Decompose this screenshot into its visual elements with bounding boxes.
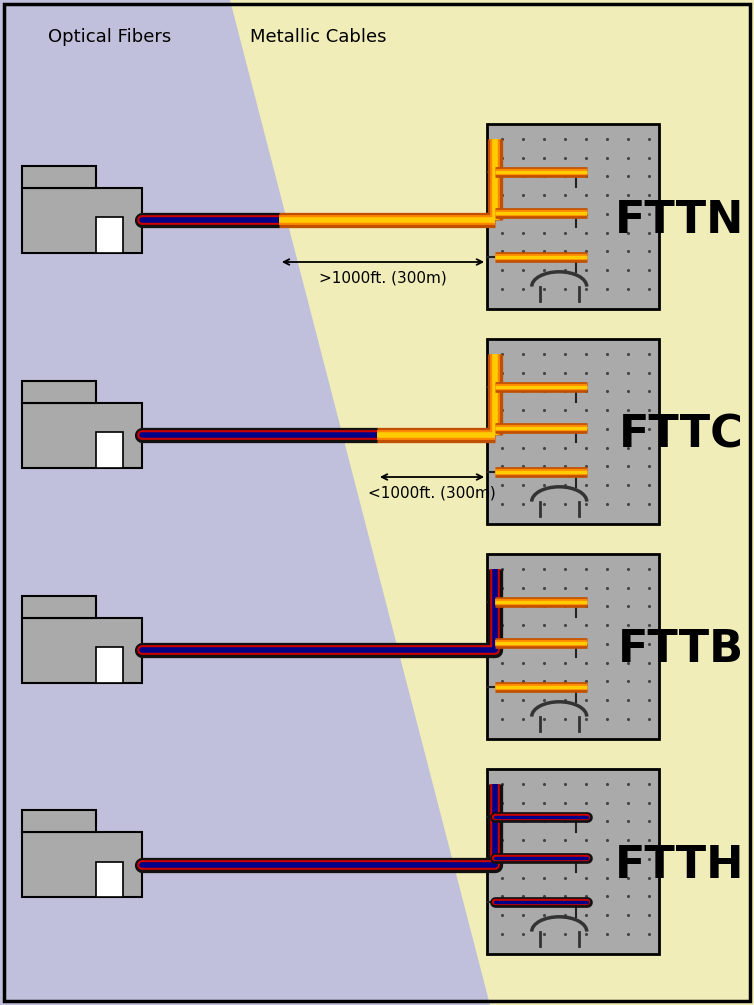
Bar bbox=[97, 432, 123, 467]
Bar bbox=[22, 617, 142, 682]
Bar bbox=[22, 596, 97, 617]
Text: <1000ft. (300m): <1000ft. (300m) bbox=[368, 485, 496, 500]
Bar bbox=[22, 402, 142, 467]
Bar bbox=[22, 832, 142, 897]
Bar bbox=[487, 339, 659, 524]
Bar bbox=[22, 381, 97, 402]
Bar bbox=[97, 217, 123, 252]
Bar bbox=[97, 861, 123, 897]
Bar bbox=[22, 810, 97, 832]
Text: FTTC: FTTC bbox=[619, 413, 744, 456]
Bar bbox=[487, 769, 659, 954]
Text: Metallic Cables: Metallic Cables bbox=[250, 28, 387, 46]
Polygon shape bbox=[230, 0, 754, 1005]
Bar bbox=[97, 647, 123, 682]
Text: >1000ft. (300m): >1000ft. (300m) bbox=[319, 270, 447, 285]
Bar bbox=[22, 188, 142, 252]
Bar bbox=[487, 124, 659, 309]
Text: FTTN: FTTN bbox=[615, 199, 744, 241]
Text: FTTB: FTTB bbox=[618, 628, 744, 671]
Bar bbox=[487, 554, 659, 739]
Bar bbox=[22, 166, 97, 188]
Text: FTTH: FTTH bbox=[615, 843, 744, 886]
Text: Optical Fibers: Optical Fibers bbox=[48, 28, 171, 46]
